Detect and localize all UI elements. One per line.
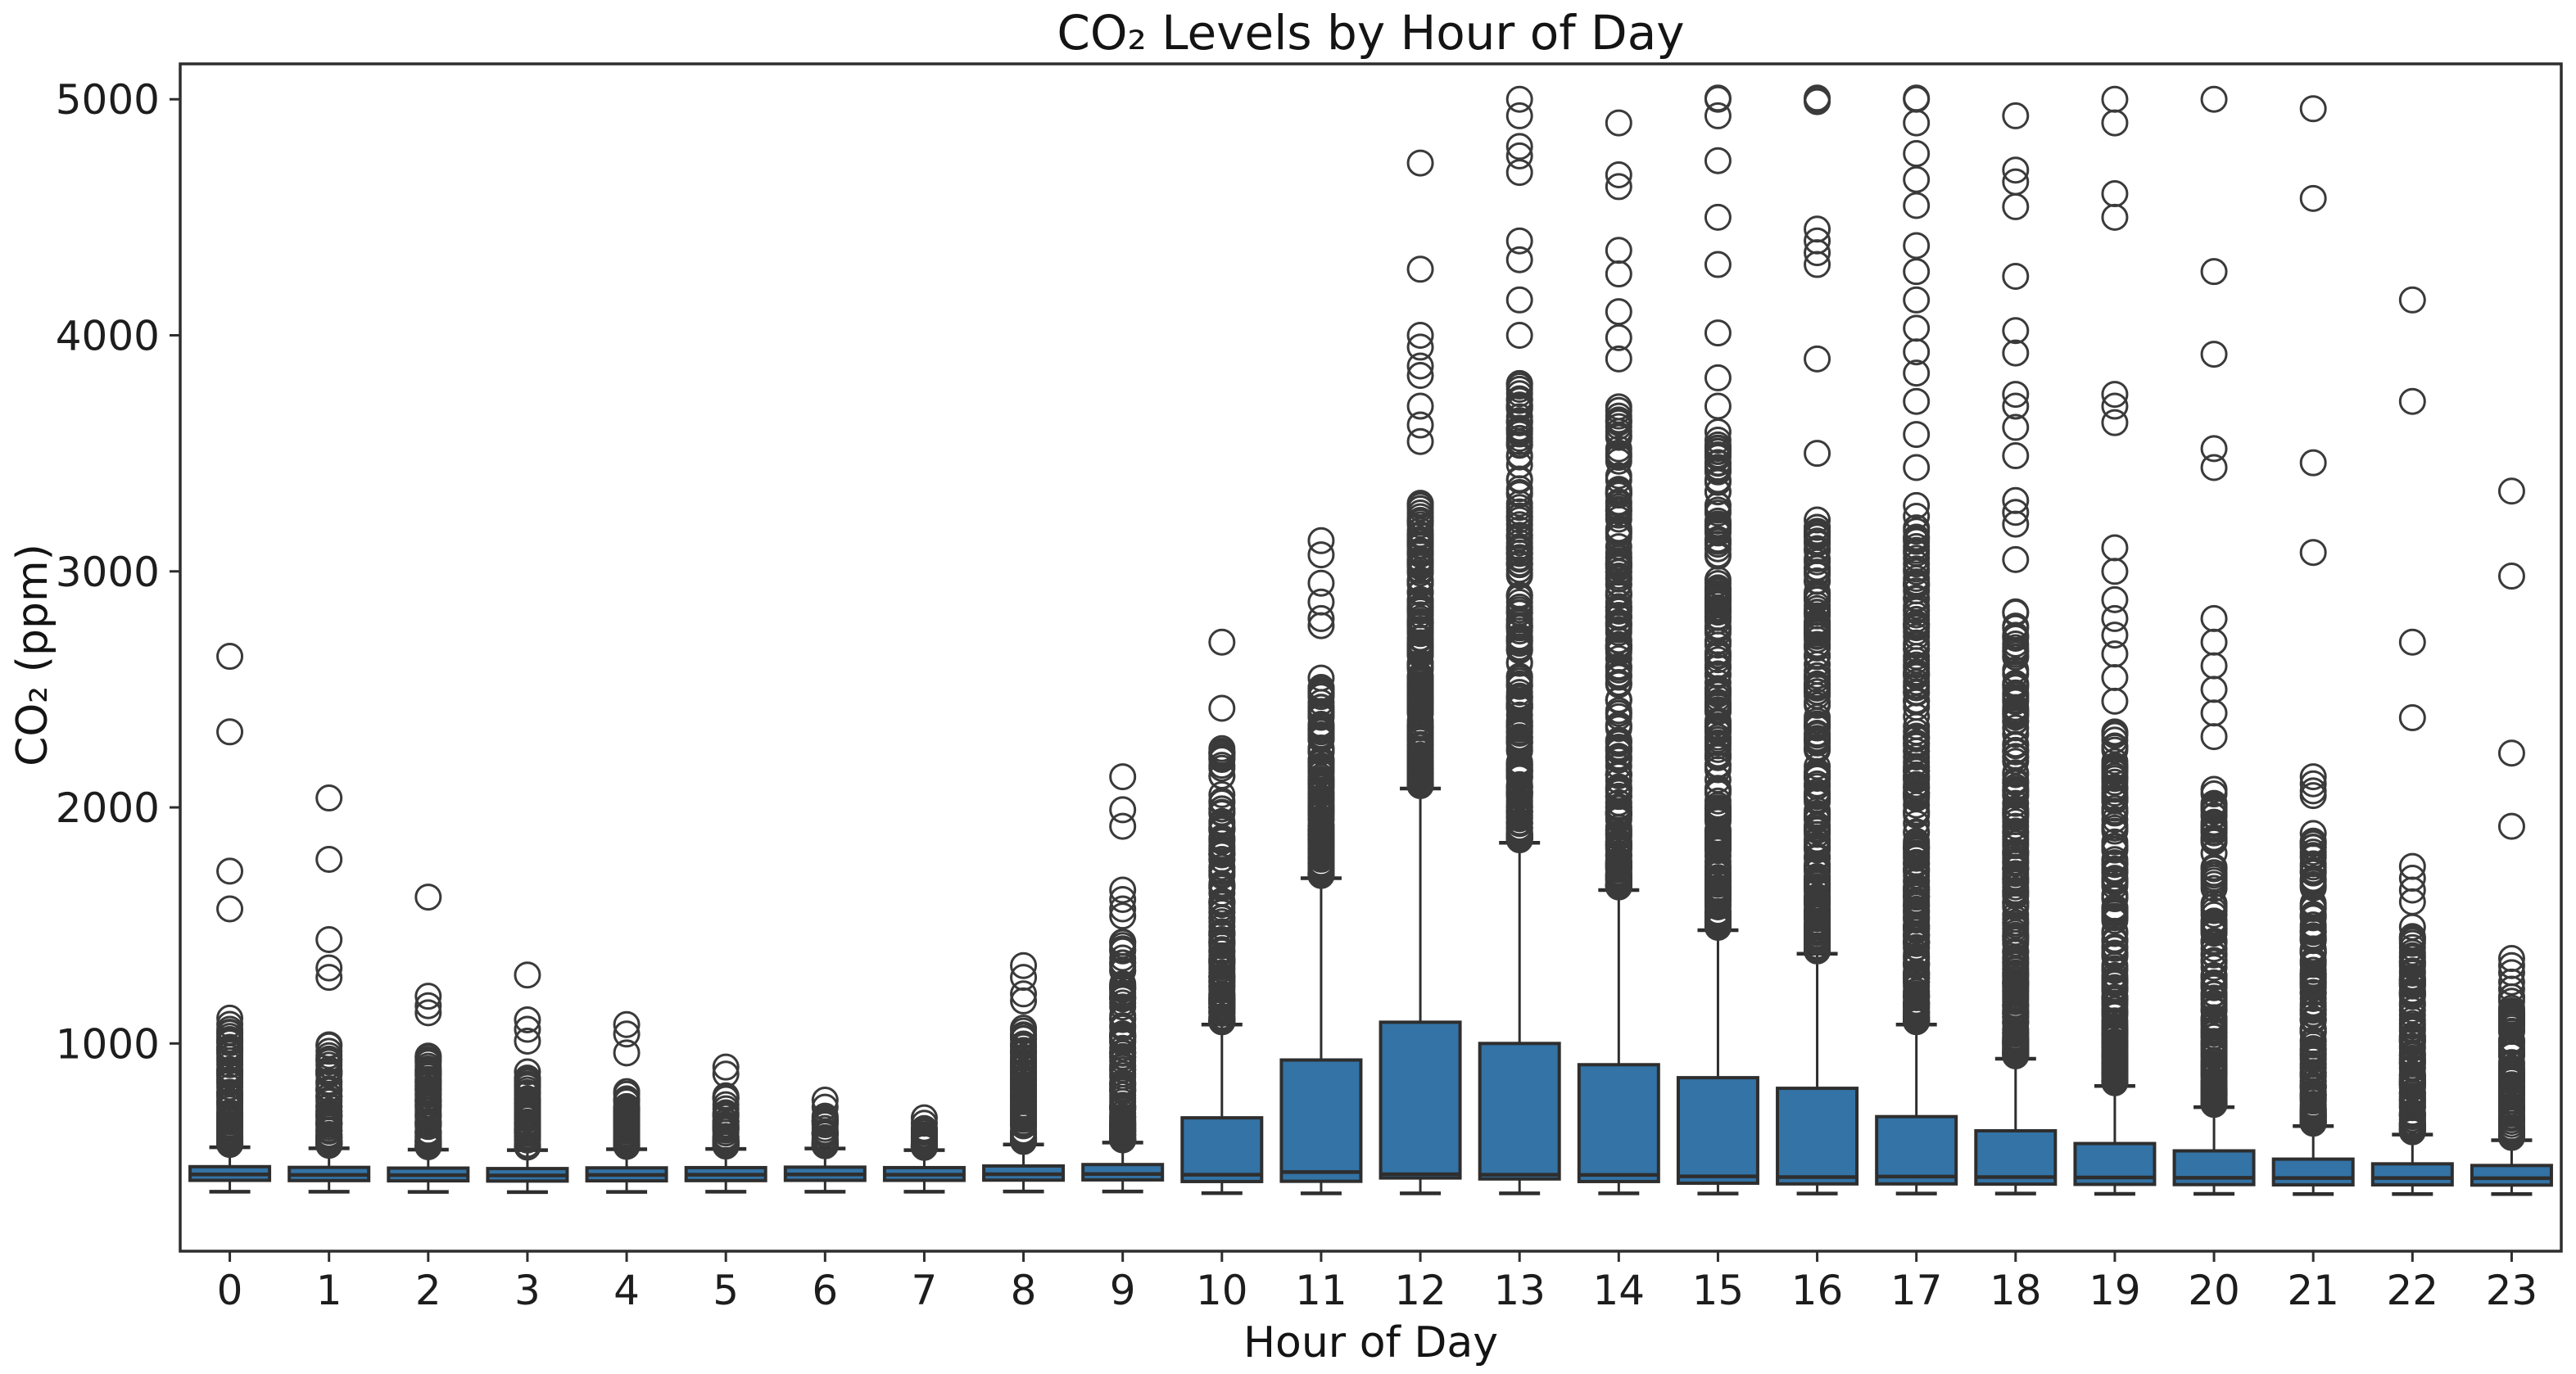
x-tick-label-6: 6 bbox=[812, 1267, 838, 1314]
fliers-hour-3 bbox=[514, 961, 541, 1161]
x-tick-label-1: 1 bbox=[316, 1267, 342, 1314]
box-group-hour-13 bbox=[1478, 841, 1561, 1195]
x-tick-label-11: 11 bbox=[1295, 1267, 1347, 1314]
box-group-hour-16 bbox=[1776, 951, 1859, 1195]
x-tick-label-21: 21 bbox=[2287, 1267, 2339, 1314]
y-tick-label-3000: 3000 bbox=[56, 549, 160, 596]
fliers-hour-6 bbox=[811, 1087, 839, 1159]
box-group-hour-17 bbox=[1875, 1023, 1958, 1195]
x-tick-label-14: 14 bbox=[1593, 1267, 1646, 1314]
box-hour-22 bbox=[2370, 1162, 2454, 1186]
box-group-hour-0 bbox=[188, 1145, 272, 1194]
box-group-hour-1 bbox=[287, 1146, 371, 1194]
box-group-hour-12 bbox=[1379, 786, 1462, 1195]
fliers-hour-10 bbox=[1208, 628, 1236, 1036]
fliers-hour-13 bbox=[1505, 85, 1533, 854]
y-tick-label-4000: 4000 bbox=[56, 313, 160, 360]
fliers-hour-4 bbox=[613, 1010, 641, 1160]
box-group-hour-19 bbox=[2073, 1083, 2157, 1196]
y-tick-label-2000: 2000 bbox=[56, 784, 160, 832]
fliers-hour-23 bbox=[2497, 477, 2525, 1151]
fliers-hour-16 bbox=[1804, 84, 1831, 965]
x-axis-ticks: 0 1 2 3 4 5 6 7 8 9 10 11 12 13 14 15 16 17 18 19 20 21 22 23 bbox=[217, 1251, 2538, 1314]
fliers-hour-9 bbox=[1109, 763, 1137, 1154]
x-tick-label-12: 12 bbox=[1394, 1267, 1446, 1314]
box-group-hour-14 bbox=[1577, 888, 1660, 1195]
x-tick-label-3: 3 bbox=[514, 1267, 541, 1314]
x-tick-label-16: 16 bbox=[1791, 1267, 1844, 1314]
x-tick-label-18: 18 bbox=[1990, 1267, 2042, 1314]
fliers-hour-8 bbox=[1010, 951, 1038, 1155]
fliers-hour-0 bbox=[216, 643, 244, 1159]
x-tick-label-13: 13 bbox=[1493, 1267, 1546, 1314]
box-hour-21 bbox=[2271, 1157, 2355, 1186]
box-hour-23 bbox=[2470, 1164, 2553, 1187]
fliers-hour-18 bbox=[2002, 102, 2030, 1069]
axes-spines bbox=[179, 62, 2563, 1253]
x-tick-label-22: 22 bbox=[2387, 1267, 2439, 1314]
box-hour-12 bbox=[1379, 1020, 1462, 1180]
box-group-hour-18 bbox=[1974, 1056, 2058, 1195]
x-tick-label-0: 0 bbox=[217, 1267, 243, 1314]
fliers-hour-21 bbox=[2299, 95, 2327, 1137]
x-tick-label-2: 2 bbox=[415, 1267, 441, 1314]
box-group-hour-6 bbox=[783, 1146, 867, 1194]
box-group-hour-3 bbox=[486, 1148, 569, 1195]
box-hour-16 bbox=[1776, 1087, 1859, 1186]
x-tick-label-4: 4 bbox=[613, 1267, 640, 1314]
box-hour-15 bbox=[1676, 1076, 1759, 1185]
box-group-hour-20 bbox=[2172, 1105, 2256, 1196]
chart-title: CO₂ Levels by Hour of Day bbox=[1057, 5, 1685, 61]
fliers-hour-5 bbox=[712, 1053, 740, 1160]
x-axis-label: Hour of Day bbox=[1243, 1318, 1499, 1367]
y-tick-label-1000: 1000 bbox=[56, 1020, 160, 1068]
x-tick-label-23: 23 bbox=[2486, 1267, 2538, 1314]
fliers-hour-19 bbox=[2101, 85, 2129, 1096]
fliers-hour-17 bbox=[1903, 84, 1931, 1036]
x-tick-label-5: 5 bbox=[713, 1267, 739, 1314]
box-hour-13 bbox=[1478, 1042, 1561, 1181]
x-tick-label-9: 9 bbox=[1110, 1267, 1136, 1314]
fliers-hour-11 bbox=[1307, 527, 1335, 889]
fliers-hour-2 bbox=[414, 884, 442, 1160]
y-tick-label-5000: 5000 bbox=[56, 76, 160, 124]
box-group-hour-23 bbox=[2470, 1138, 2553, 1196]
box-group-hour-21 bbox=[2271, 1123, 2355, 1196]
fliers-hour-12 bbox=[1406, 149, 1434, 799]
fliers-hour-15 bbox=[1704, 84, 1732, 941]
box-group-hour-4 bbox=[585, 1147, 668, 1194]
x-tick-label-10: 10 bbox=[1196, 1267, 1248, 1314]
fliers-hour-1 bbox=[315, 784, 343, 1159]
x-tick-label-19: 19 bbox=[2089, 1267, 2141, 1314]
box-hour-10 bbox=[1180, 1116, 1264, 1183]
box-group-hour-9 bbox=[1081, 1141, 1165, 1194]
x-tick-label-17: 17 bbox=[1890, 1267, 1943, 1314]
box-group-hour-8 bbox=[982, 1142, 1066, 1194]
box-hour-11 bbox=[1279, 1058, 1363, 1183]
box-hour-17 bbox=[1875, 1114, 1958, 1186]
box-group-hour-11 bbox=[1279, 876, 1363, 1195]
box-group-hour-15 bbox=[1676, 928, 1759, 1195]
fliers-hour-14 bbox=[1605, 109, 1632, 901]
x-tick-label-20: 20 bbox=[2188, 1267, 2240, 1314]
x-tick-label-8: 8 bbox=[1011, 1267, 1037, 1314]
box-group-hour-10 bbox=[1180, 1023, 1264, 1195]
x-tick-label-15: 15 bbox=[1692, 1267, 1745, 1314]
fliers-hour-22 bbox=[2398, 286, 2426, 1146]
box-hour-14 bbox=[1577, 1063, 1660, 1183]
y-axis-ticks: 1000 2000 3000 4000 5000 bbox=[56, 76, 180, 1068]
fliers-hour-20 bbox=[2200, 85, 2228, 1119]
x-tick-label-7: 7 bbox=[912, 1267, 938, 1314]
fliers-hour-7 bbox=[910, 1104, 938, 1161]
